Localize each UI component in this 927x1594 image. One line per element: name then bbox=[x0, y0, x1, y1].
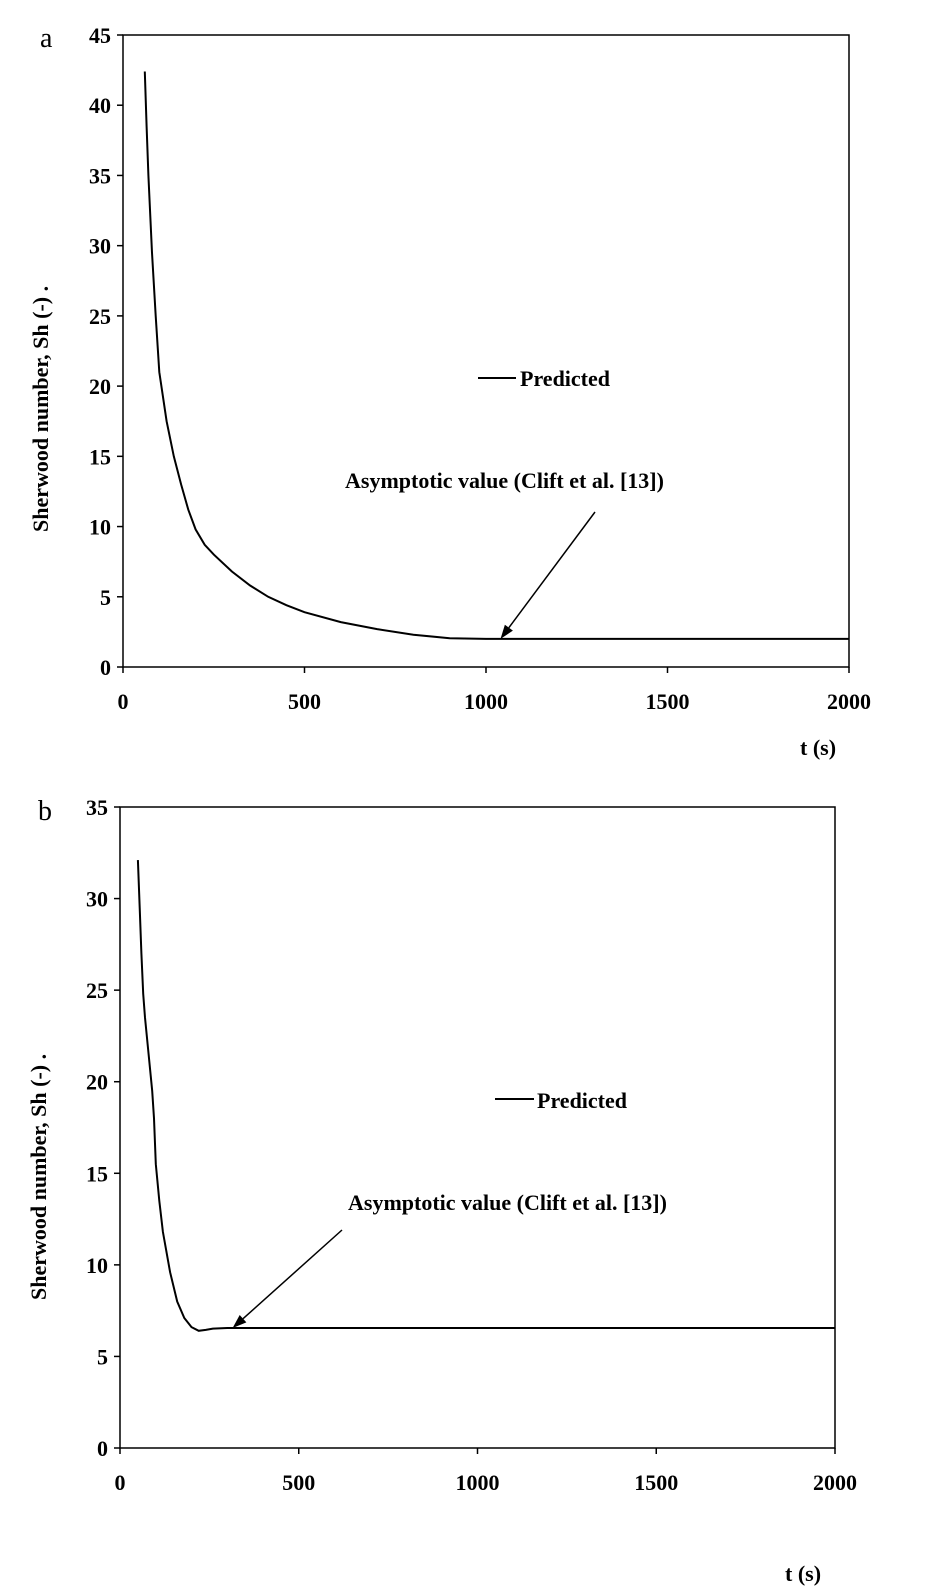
plot-area-frame-b bbox=[119, 806, 836, 1449]
y-tick-label-a-30: 30 bbox=[89, 234, 111, 259]
series-line-predicted-a bbox=[143, 71, 849, 640]
legend-label-a: Predicted bbox=[520, 366, 610, 391]
y-tick-label-b-30: 30 bbox=[86, 887, 108, 912]
y-axis-label-b: Sherwood number, Sh (-) . bbox=[26, 1054, 51, 1300]
y-tick-label-b-0: 0 bbox=[97, 1436, 108, 1461]
y-tick-label-a-0: 0 bbox=[100, 655, 111, 680]
y-tick-label-a-10: 10 bbox=[89, 515, 111, 540]
axis-ticks-a bbox=[117, 34, 850, 673]
y-tick-label-a-15: 15 bbox=[89, 444, 111, 469]
y-tick-label-a-40: 40 bbox=[89, 93, 111, 118]
y-tick-label-a-5: 5 bbox=[100, 585, 111, 610]
tick-labels-a: 0 5 10 15 20 25 30 35 40 45 0 500 1000 1500 2000 bbox=[89, 23, 871, 714]
x-axis-label-a: t (s) bbox=[800, 735, 836, 760]
y-tick-label-b-25: 25 bbox=[86, 978, 108, 1003]
x-tick-label-b-2000: 2000 bbox=[813, 1470, 857, 1495]
x-tick-label-b-1000: 1000 bbox=[456, 1470, 500, 1495]
annotation-arrowhead-a bbox=[500, 624, 513, 639]
y-tick-label-b-15: 15 bbox=[86, 1161, 108, 1186]
x-axis-label-b: t (s) bbox=[785, 1561, 821, 1586]
x-tick-label-a-1500: 1500 bbox=[646, 689, 690, 714]
x-tick-label-a-1000: 1000 bbox=[464, 689, 508, 714]
panel-letter-b: b bbox=[38, 796, 52, 827]
y-tick-label-b-10: 10 bbox=[86, 1253, 108, 1278]
panel-letter-a: a bbox=[40, 23, 53, 54]
x-tick-label-a-2000: 2000 bbox=[827, 689, 871, 714]
y-tick-label-a-35: 35 bbox=[89, 163, 111, 188]
y-tick-label-a-45: 45 bbox=[89, 23, 111, 48]
annotation-arrow-a bbox=[508, 511, 596, 629]
axis-ticks-b bbox=[114, 806, 836, 1454]
y-tick-label-b-5: 5 bbox=[97, 1344, 108, 1369]
annotation-arrowhead-b bbox=[232, 1314, 247, 1329]
annotation-arrow-b bbox=[242, 1229, 343, 1320]
chart-panel-b: b 0 5 10 15 20 25 30 35 0 500 1000 1500 2000 Predict… bbox=[26, 795, 857, 1586]
x-tick-label-b-0: 0 bbox=[115, 1470, 126, 1495]
chart-panel-a: a 0 5 10 15 20 25 30 35 40 45 0 500 1000 1500 2000 Pre… bbox=[28, 23, 871, 760]
x-tick-label-b-500: 500 bbox=[282, 1470, 315, 1495]
y-tick-label-a-25: 25 bbox=[89, 304, 111, 329]
y-axis-label-a: Sherwood number, Sh (-) . bbox=[28, 286, 53, 532]
annotation-text-b: Asymptotic value (Clift et al. [13]) bbox=[348, 1190, 667, 1215]
series-line-predicted-b bbox=[136, 860, 835, 1332]
legend-label-b: Predicted bbox=[537, 1088, 627, 1113]
tick-labels-b: 0 5 10 15 20 25 30 35 0 500 1000 1500 2000 bbox=[86, 795, 857, 1495]
x-tick-label-a-0: 0 bbox=[118, 689, 129, 714]
y-tick-label-a-20: 20 bbox=[89, 374, 111, 399]
x-tick-label-a-500: 500 bbox=[288, 689, 321, 714]
y-tick-label-b-20: 20 bbox=[86, 1070, 108, 1095]
x-tick-label-b-1500: 1500 bbox=[634, 1470, 678, 1495]
annotation-text-a: Asymptotic value (Clift et al. [13]) bbox=[345, 468, 664, 493]
y-tick-label-b-35: 35 bbox=[86, 795, 108, 820]
